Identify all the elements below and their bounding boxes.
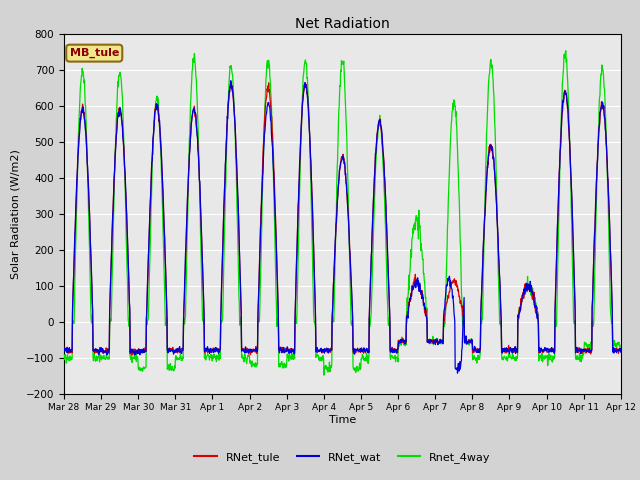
- Title: Net Radiation: Net Radiation: [295, 17, 390, 31]
- Text: MB_tule: MB_tule: [70, 48, 119, 58]
- Legend: RNet_tule, RNet_wat, Rnet_4way: RNet_tule, RNet_wat, Rnet_4way: [190, 447, 495, 467]
- X-axis label: Time: Time: [329, 415, 356, 425]
- Y-axis label: Solar Radiation (W/m2): Solar Radiation (W/m2): [10, 149, 20, 278]
